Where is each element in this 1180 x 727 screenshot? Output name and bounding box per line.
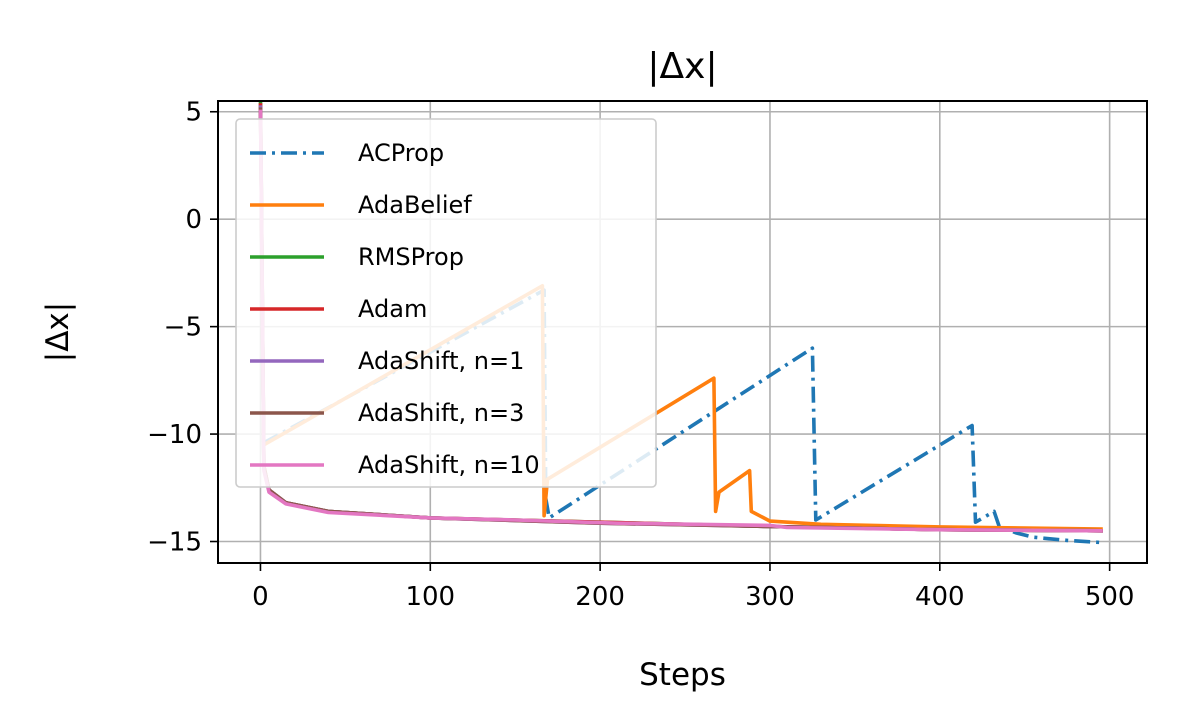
legend-label: RMSProp <box>358 243 464 271</box>
y-tick-label: −15 <box>147 528 202 558</box>
y-tick-label: −10 <box>147 420 202 450</box>
chart-title: |Δx| <box>647 46 717 87</box>
legend-label: AdaShift, n=10 <box>358 451 540 479</box>
legend: ACProp AdaBelief RMSProp Adam AdaShift, n=1 A… <box>235 118 657 488</box>
x-axis-label: Steps <box>639 657 726 693</box>
x-tick-label: 100 <box>405 582 455 612</box>
y-axis-label: |Δx| <box>40 302 76 362</box>
series-line-adashift-n-10 <box>258 109 1103 533</box>
x-tick-label: 500 <box>1085 582 1135 612</box>
y-tick-label: 5 <box>185 98 202 128</box>
y-tick-label: −5 <box>164 313 202 343</box>
ticks: 0 100 200 300 400 500 5 0 −5 −10 −15 <box>147 98 1134 612</box>
x-tick-label: 300 <box>745 582 795 612</box>
x-tick-label: 200 <box>575 582 625 612</box>
legend-label: Adam <box>358 295 427 323</box>
legend-box <box>235 118 657 488</box>
x-tick-label: 0 <box>252 582 269 612</box>
legend-label: AdaShift, n=1 <box>358 347 524 375</box>
plot-frame <box>217 100 1148 564</box>
y-tick-label: 0 <box>185 205 202 235</box>
plot-lines <box>258 100 1103 545</box>
legend-label: ACProp <box>358 139 444 167</box>
series-line-adabelief <box>263 283 1103 531</box>
legend-label: AdaBelief <box>358 191 472 219</box>
x-tick-label: 400 <box>915 582 965 612</box>
legend-label: AdaShift, n=3 <box>358 399 524 427</box>
